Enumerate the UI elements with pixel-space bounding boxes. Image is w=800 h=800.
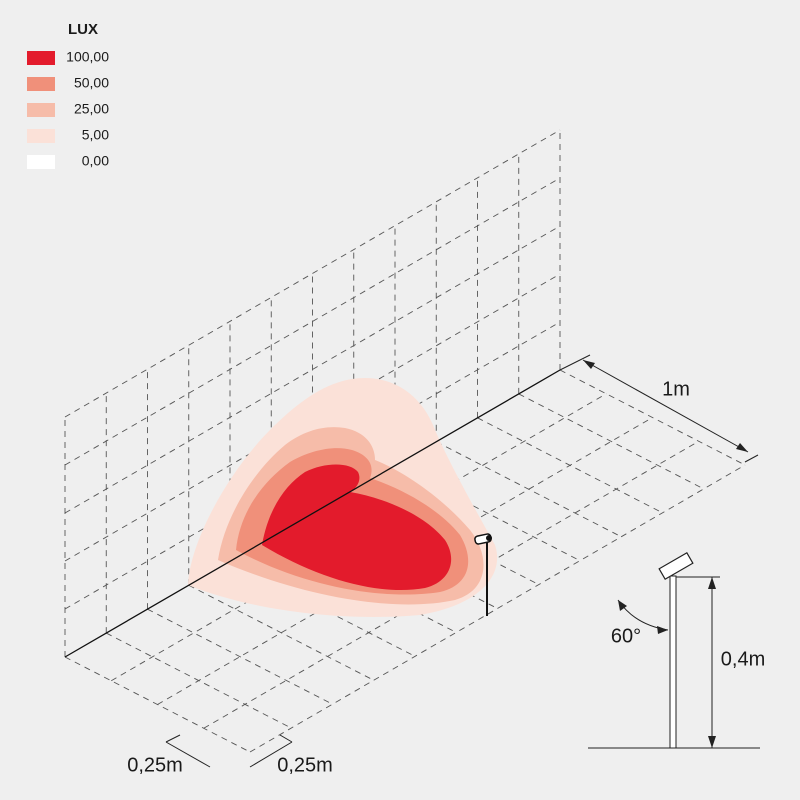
wall-grid-line — [64, 129, 561, 418]
legend-title: LUX — [68, 21, 98, 38]
legend-label: 100,00 — [66, 49, 109, 65]
lamp — [474, 533, 492, 616]
cell-label: 0,25m — [127, 754, 183, 776]
legend: LUX 100,00 50,00 25,00 5,00 0,00 — [27, 21, 109, 169]
length-label: 1m — [662, 378, 690, 400]
legend-label: 25,00 — [74, 101, 109, 117]
dimension-cells: 0,25m 0,25m — [127, 734, 333, 776]
height-label: 0,4m — [721, 648, 765, 670]
side-view: 60° 0,4m — [588, 551, 765, 749]
floor-grid-line — [518, 393, 704, 490]
light-distribution — [188, 378, 498, 617]
dimension-length: 1m — [559, 354, 759, 463]
wall-base — [64, 369, 561, 658]
angle-label: 60° — [611, 625, 641, 647]
floor-grid-line — [249, 464, 746, 753]
legend-swatch — [27, 129, 55, 143]
legend-label: 50,00 — [74, 75, 109, 91]
contour-100 — [262, 464, 452, 591]
legend-swatch — [27, 77, 55, 91]
legend-swatch — [27, 51, 55, 65]
cell-label: 0,25m — [277, 754, 333, 776]
legend-label: 5,00 — [82, 127, 109, 143]
legend-swatch — [27, 155, 55, 169]
legend-label: 0,00 — [82, 153, 109, 169]
floor-grid-line — [147, 608, 333, 705]
wall-grid-line — [64, 177, 561, 466]
legend-swatch — [27, 103, 55, 117]
wall-grid-line — [64, 225, 561, 514]
